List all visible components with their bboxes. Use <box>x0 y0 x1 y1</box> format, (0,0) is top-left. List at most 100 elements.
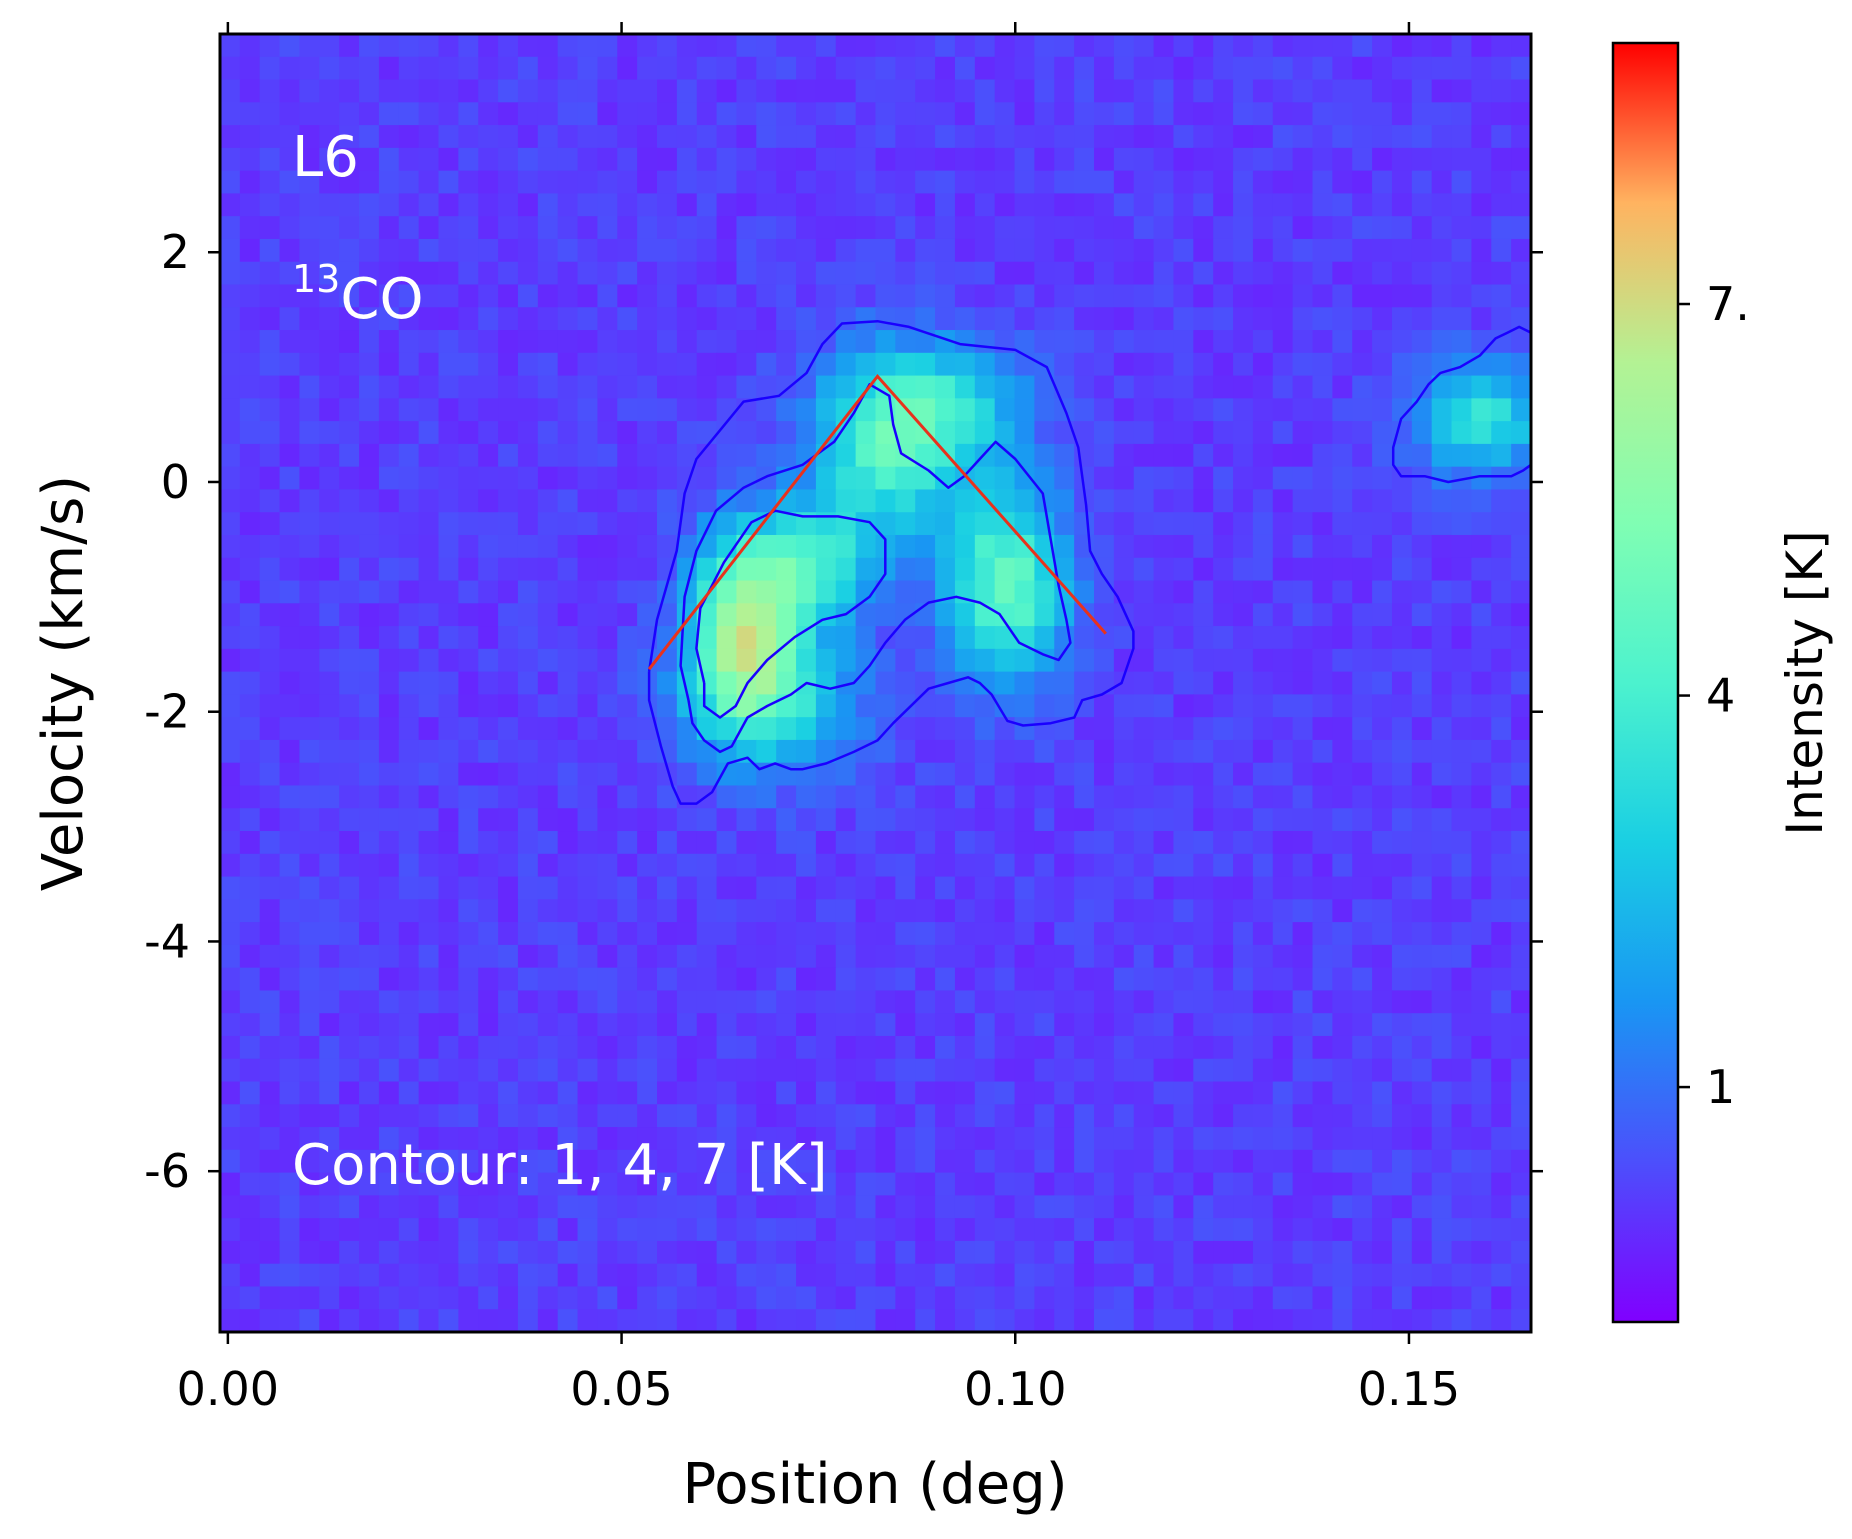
heatmap-cell <box>1372 1081 1393 1105</box>
heatmap-cell <box>915 261 936 286</box>
heatmap-cell <box>1074 352 1095 377</box>
heatmap-cell <box>1372 421 1393 445</box>
heatmap-cell <box>1014 102 1036 126</box>
heatmap-cell <box>398 1195 420 1219</box>
heatmap-cell <box>378 421 400 445</box>
heatmap-cell <box>815 398 837 422</box>
heatmap-cell <box>855 717 877 741</box>
heatmap-cell <box>1372 1240 1393 1265</box>
heatmap-cell <box>954 831 976 855</box>
heatmap-cell <box>935 79 956 103</box>
heatmap-cell <box>1054 330 1075 354</box>
heatmap-cell <box>498 899 519 923</box>
heatmap-cell <box>517 443 539 468</box>
heatmap-cell <box>498 307 519 331</box>
heatmap-cell <box>478 1013 499 1037</box>
heatmap-cell <box>220 307 241 331</box>
heatmap-cell <box>657 330 678 354</box>
heatmap-cell <box>279 1263 301 1288</box>
heatmap-cell <box>1094 967 1115 992</box>
heatmap-cell <box>1511 990 1531 1014</box>
heatmap-cell <box>657 1240 678 1265</box>
heatmap-cell <box>915 1263 936 1288</box>
heatmap-cell <box>537 1058 559 1083</box>
heatmap-cell <box>1471 1286 1492 1310</box>
heatmap-cell <box>1391 1081 1413 1105</box>
heatmap-cell <box>1431 170 1453 194</box>
heatmap-cell <box>239 944 261 969</box>
heatmap-cell <box>1471 102 1492 126</box>
heatmap-cell <box>478 1081 499 1105</box>
heatmap-cell <box>319 1081 340 1105</box>
heatmap-cell <box>537 899 559 923</box>
heatmap-cell <box>279 216 301 240</box>
heatmap-cell <box>279 170 301 194</box>
heatmap-cell <box>994 967 1016 992</box>
heatmap-cell <box>974 79 996 103</box>
heatmap-cell <box>1411 1286 1433 1310</box>
heatmap-cell <box>1094 1081 1115 1105</box>
heatmap-cell <box>1054 694 1075 718</box>
heatmap-cell <box>1074 762 1095 787</box>
heatmap-cell <box>478 375 499 399</box>
heatmap-cell <box>716 1035 738 1060</box>
heatmap-cell <box>220 1240 241 1265</box>
heatmap-cell <box>398 1286 420 1310</box>
heatmap-cell <box>637 1240 658 1265</box>
heatmap-cell <box>1034 1081 1055 1105</box>
heatmap-cell <box>1094 330 1115 354</box>
heatmap-cell <box>855 34 877 58</box>
heatmap-cell <box>299 1013 320 1037</box>
heatmap-cell <box>1014 330 1036 354</box>
heatmap-cell <box>756 56 777 81</box>
heatmap-cell <box>1034 580 1055 604</box>
heatmap-cell <box>557 603 579 627</box>
heatmap-cell <box>1054 717 1075 741</box>
heatmap-cell <box>657 1013 678 1037</box>
heatmap-cell <box>815 1218 837 1242</box>
heatmap-cell <box>895 466 916 491</box>
heatmap-cell <box>517 785 539 809</box>
heatmap-cell <box>875 261 896 286</box>
heatmap-cell <box>895 762 916 787</box>
heatmap-cell <box>915 330 936 354</box>
heatmap-cell <box>1173 1104 1194 1128</box>
heatmap-cell <box>418 466 440 491</box>
heatmap-cell <box>537 352 559 377</box>
heatmap-cell <box>1094 648 1115 673</box>
heatmap-cell <box>1054 102 1075 126</box>
heatmap-cell <box>815 1286 837 1310</box>
heatmap-cell <box>1034 1127 1055 1151</box>
heatmap-cell <box>239 216 261 240</box>
heatmap-cell <box>1252 762 1274 787</box>
heatmap-cell <box>418 1240 440 1265</box>
heatmap-cell <box>637 1104 658 1128</box>
heatmap-cell <box>935 34 956 58</box>
heatmap-cell <box>478 671 499 695</box>
heatmap-cell <box>1252 534 1274 559</box>
heatmap-cell <box>339 671 360 695</box>
heatmap-cell <box>1352 1286 1373 1310</box>
heatmap-cell <box>974 1081 996 1105</box>
heatmap-cell <box>1233 831 1254 855</box>
heatmap-cell <box>1133 56 1155 81</box>
heatmap-cell <box>1372 238 1393 263</box>
heatmap-cell <box>1094 876 1115 900</box>
heatmap-cell <box>1312 967 1333 992</box>
heatmap-cell <box>974 944 996 969</box>
heatmap-cell <box>1153 1240 1175 1265</box>
heatmap-cell <box>279 785 301 809</box>
heatmap-cell <box>398 79 420 103</box>
heatmap-cell <box>974 1058 996 1083</box>
heatmap-cell <box>319 125 340 149</box>
heatmap-cell <box>279 489 301 513</box>
heatmap-cell <box>438 375 459 399</box>
heatmap-cell <box>1034 1286 1055 1310</box>
heatmap-cell <box>418 1218 440 1242</box>
heatmap-cell <box>1074 1286 1095 1310</box>
heatmap-cell <box>1471 238 1492 263</box>
heatmap-cell <box>1193 694 1214 718</box>
heatmap-cell <box>339 170 360 194</box>
heatmap-cell <box>1054 512 1075 536</box>
heatmap-cell <box>1153 694 1175 718</box>
